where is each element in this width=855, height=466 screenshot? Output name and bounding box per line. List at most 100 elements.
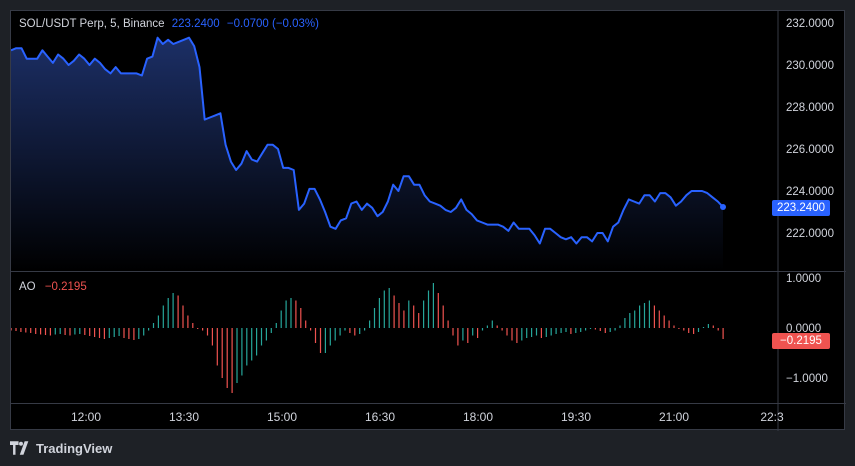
ao-bar bbox=[89, 328, 91, 336]
ao-bar bbox=[481, 328, 484, 331]
ao-bar bbox=[585, 328, 587, 331]
ao-bar bbox=[329, 328, 331, 346]
ao-bar bbox=[103, 328, 105, 339]
ao-bar bbox=[599, 328, 601, 331]
ao-bar bbox=[231, 328, 233, 393]
ao-title[interactable]: AO bbox=[19, 281, 36, 293]
ao-scale-label: 1.0000 bbox=[786, 273, 821, 285]
ao-bar bbox=[717, 328, 719, 331]
ao-bar bbox=[15, 328, 17, 331]
ao-bar bbox=[275, 323, 277, 328]
ao-bar bbox=[403, 310, 405, 328]
ao-bar bbox=[452, 328, 454, 336]
ao-bar bbox=[408, 300, 410, 328]
legend-header: SOL/USDT Perp, 5, Binance 223.2400 −0.07… bbox=[19, 18, 319, 30]
ao-bar bbox=[157, 315, 159, 328]
ao-bar bbox=[265, 328, 267, 341]
ao-bar bbox=[79, 328, 81, 334]
ao-bar bbox=[629, 313, 631, 328]
time-axis-label: 21:00 bbox=[659, 410, 689, 424]
ao-bar bbox=[30, 328, 32, 333]
ao-bar bbox=[59, 328, 61, 334]
ao-bar bbox=[216, 328, 218, 366]
ao-bar bbox=[334, 328, 336, 341]
ao-bar bbox=[84, 328, 86, 335]
ao-bar bbox=[128, 328, 130, 339]
ao-bar bbox=[477, 328, 479, 338]
last-price-dot bbox=[720, 203, 726, 210]
price-change: −0.0700 (−0.03%) bbox=[226, 18, 319, 30]
time-axis-label: 12:00 bbox=[71, 410, 101, 424]
ao-bar bbox=[712, 325, 714, 328]
last-price: 223.2400 bbox=[171, 18, 220, 30]
ao-bar bbox=[206, 328, 209, 336]
ao-bar bbox=[123, 328, 125, 338]
ao-bar bbox=[300, 308, 302, 328]
chart-area[interactable]: 232.0000 230.0000 228.0000 226.0000 224.0000… bbox=[10, 10, 846, 431]
ao-bar bbox=[192, 323, 194, 328]
ao-bar bbox=[511, 328, 513, 341]
ao-bar bbox=[594, 328, 596, 330]
ao-bar bbox=[44, 328, 47, 335]
ao-bar bbox=[550, 328, 552, 336]
ao-bar bbox=[69, 328, 71, 336]
ao-bar bbox=[668, 320, 670, 328]
ao-bar bbox=[393, 295, 395, 328]
ao-bar bbox=[260, 328, 263, 346]
ao-bar bbox=[531, 328, 533, 337]
ao-bar bbox=[432, 283, 434, 328]
ao-bar bbox=[187, 315, 189, 328]
ao-bar bbox=[506, 328, 508, 336]
ao-bar bbox=[702, 327, 705, 328]
ao-bar bbox=[152, 323, 155, 328]
ao-bar bbox=[722, 328, 724, 339]
ao-bar bbox=[496, 325, 498, 328]
ao-bar bbox=[373, 308, 376, 328]
ao-bar bbox=[305, 320, 307, 328]
ao-bar bbox=[344, 328, 346, 331]
ao-bar bbox=[427, 290, 430, 328]
ao-bar bbox=[501, 328, 503, 331]
time-axis-label: 18:00 bbox=[463, 410, 493, 424]
ao-bar bbox=[609, 328, 611, 332]
ao-bar bbox=[280, 310, 282, 328]
ao-bar bbox=[177, 295, 179, 328]
ao-bar bbox=[162, 305, 164, 328]
ao-bar bbox=[133, 328, 135, 340]
ao-bar bbox=[94, 328, 96, 337]
ao-legend: AO −0.2195 bbox=[19, 281, 87, 293]
ao-bar bbox=[118, 328, 120, 336]
ao-bar bbox=[447, 320, 449, 328]
ao-bar bbox=[643, 303, 646, 328]
ao-bar bbox=[108, 328, 110, 338]
ao-bar bbox=[663, 315, 665, 328]
ao-bar bbox=[545, 328, 547, 337]
ao-bar bbox=[693, 328, 695, 334]
ao-bar bbox=[236, 328, 238, 383]
ao-bar bbox=[310, 328, 312, 331]
ao-bar bbox=[683, 328, 685, 331]
ao-bar bbox=[226, 328, 228, 388]
price-scale-label: 226.0000 bbox=[786, 144, 834, 156]
ao-bar bbox=[648, 300, 650, 328]
tradingview-footer[interactable]: TradingView bbox=[10, 438, 112, 458]
symbol-title[interactable]: SOL/USDT Perp, 5, Binance bbox=[19, 18, 165, 30]
current-ao-tag: −0.2195 bbox=[772, 333, 830, 349]
ao-bar bbox=[211, 328, 213, 346]
ao-bar bbox=[270, 328, 272, 333]
ao-bar bbox=[20, 328, 22, 332]
ao-bar bbox=[54, 328, 56, 335]
ao-scale-label: −1.0000 bbox=[786, 373, 828, 385]
ao-bar bbox=[74, 328, 76, 335]
price-scale-label: 230.0000 bbox=[786, 60, 834, 72]
ao-value: −0.2195 bbox=[44, 281, 87, 293]
chart-svg[interactable]: 232.0000 230.0000 228.0000 226.0000 224.0000… bbox=[11, 11, 846, 431]
ao-bar bbox=[295, 300, 297, 328]
ao-bar bbox=[423, 300, 425, 328]
ao-bar bbox=[138, 328, 140, 339]
ao-bar bbox=[49, 328, 51, 336]
ao-bar bbox=[113, 328, 115, 337]
ao-bar bbox=[442, 305, 444, 328]
current-price-tag: 223.2400 bbox=[772, 200, 830, 216]
ao-bar bbox=[604, 328, 606, 333]
